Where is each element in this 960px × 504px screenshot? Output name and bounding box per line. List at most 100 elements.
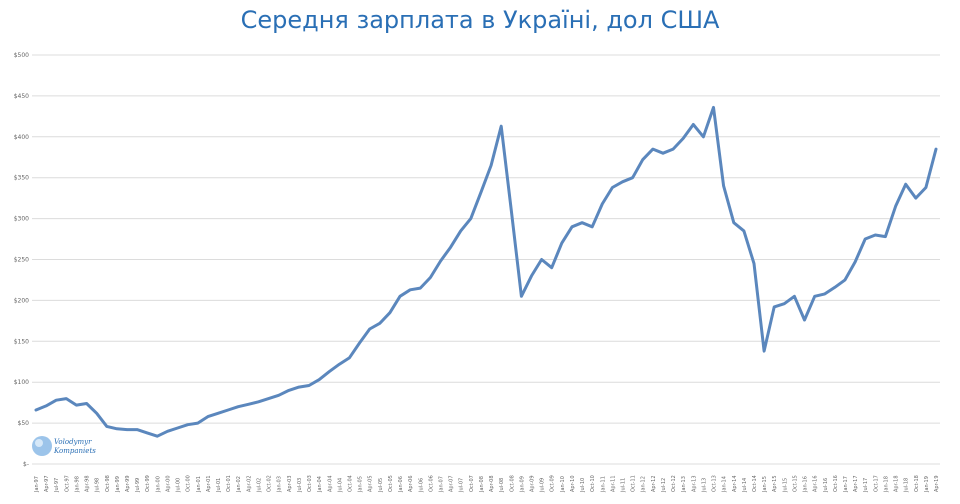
data-point: [409, 288, 412, 291]
data-point: [247, 403, 250, 406]
data-point: [924, 186, 927, 189]
x-tick-label: Apr-15: [772, 476, 778, 493]
data-point: [348, 356, 351, 359]
x-tick-label: Jul-06: [418, 478, 424, 493]
x-tick-label: Jan-15: [762, 476, 768, 493]
x-tick-label: Jul-14: [742, 478, 748, 493]
data-point: [601, 202, 604, 205]
y-tick-label: $100: [14, 379, 29, 386]
x-tick-label: Jul-99: [135, 478, 141, 493]
x-tick-label: Oct-98: [105, 475, 111, 492]
x-tick-label: Apr-07: [449, 476, 455, 493]
data-point: [399, 295, 401, 298]
x-tick-label: Oct-06: [428, 475, 434, 492]
data-point: [884, 235, 887, 238]
x-tick-label: Apr-09: [530, 476, 536, 493]
data-point: [571, 225, 573, 228]
y-tick-label: $300: [14, 216, 29, 223]
data-point: [479, 191, 482, 194]
data-point: [611, 186, 614, 189]
data-point: [500, 125, 503, 128]
x-tick-label: Oct-04: [347, 475, 353, 492]
x-tick-label: Oct-07: [469, 475, 475, 492]
x-tick-label: Jan-18: [883, 476, 889, 493]
data-point: [864, 238, 867, 240]
data-point: [206, 415, 209, 418]
data-point: [520, 295, 523, 298]
x-tick-label: Apr-06: [408, 476, 414, 493]
data-point: [904, 183, 907, 186]
data-point: [105, 425, 108, 428]
logo-line-2: Kompaniets: [53, 447, 96, 455]
data-point: [854, 261, 857, 263]
data-point: [702, 135, 705, 138]
data-point: [277, 394, 280, 397]
x-tick-label: Apr-19: [934, 476, 940, 493]
series-line: [34, 105, 938, 438]
data-point: [510, 209, 513, 212]
data-point: [763, 350, 766, 353]
x-tick-label: Oct-09: [550, 475, 556, 492]
x-tick-label: Oct-00: [186, 475, 192, 492]
data-point: [631, 176, 634, 179]
data-point: [540, 258, 543, 261]
data-point: [773, 305, 776, 308]
data-point: [469, 217, 472, 220]
x-tick-label: Apr-98: [85, 476, 91, 493]
chart-title: Середня зарплата в Україні, дол США: [240, 6, 720, 34]
data-point: [368, 328, 371, 330]
data-point: [823, 292, 826, 295]
x-tick-label: Oct-13: [712, 475, 718, 492]
y-tick-label: $450: [14, 93, 29, 100]
x-tick-label: Apr-97: [44, 476, 50, 493]
x-tick-label: Jul-13: [701, 478, 707, 493]
x-tick-label: Jul-01: [216, 478, 222, 493]
data-point: [85, 402, 88, 405]
data-point: [833, 286, 836, 289]
x-tick-label: Jul-98: [95, 478, 101, 493]
data-point: [732, 221, 735, 224]
x-tick-label: Apr-00: [165, 476, 171, 493]
data-point: [803, 319, 806, 321]
data-point: [237, 405, 240, 408]
x-tick-label: Jan-08: [479, 476, 485, 493]
x-tick-label: Jan-14: [722, 476, 728, 493]
x-tick-label: Oct-18: [914, 475, 920, 492]
data-point: [55, 399, 58, 402]
data-point: [530, 274, 533, 277]
data-point: [793, 295, 796, 298]
data-point: [65, 397, 68, 400]
data-point: [682, 137, 685, 140]
x-tick-label: Apr-05: [368, 476, 374, 493]
x-tick-label: Jan-05: [358, 476, 364, 493]
x-tick-label: Apr-99: [125, 476, 131, 493]
data-point: [136, 428, 139, 431]
x-tick-label: Jul-17: [863, 478, 869, 493]
data-point: [297, 386, 300, 389]
data-point: [156, 435, 159, 438]
x-tick-label: Jan-06: [398, 476, 404, 493]
x-tick-label: Apr-18: [894, 476, 900, 493]
data-point: [429, 276, 432, 279]
data-point: [75, 404, 78, 407]
x-tick-label: Apr-16: [813, 476, 819, 493]
x-tick-label: Apr-08: [489, 476, 495, 493]
data-point: [186, 423, 189, 426]
data-point: [914, 197, 917, 200]
data-point: [388, 311, 391, 314]
data-point: [490, 164, 493, 167]
data-point: [874, 234, 877, 236]
x-tick-label: Jul-03: [297, 478, 303, 493]
data-point: [217, 412, 219, 415]
data-point: [358, 341, 361, 344]
x-tick-label: Jan-03: [277, 476, 283, 493]
data-point: [267, 397, 270, 400]
y-tick-label: $150: [14, 338, 29, 345]
data-point: [742, 229, 745, 232]
data-point: [146, 431, 149, 434]
data-point: [591, 225, 594, 228]
x-tick-label: Oct-10: [590, 475, 596, 492]
x-tick-label: Jul-08: [499, 478, 505, 493]
data-point: [672, 148, 675, 151]
